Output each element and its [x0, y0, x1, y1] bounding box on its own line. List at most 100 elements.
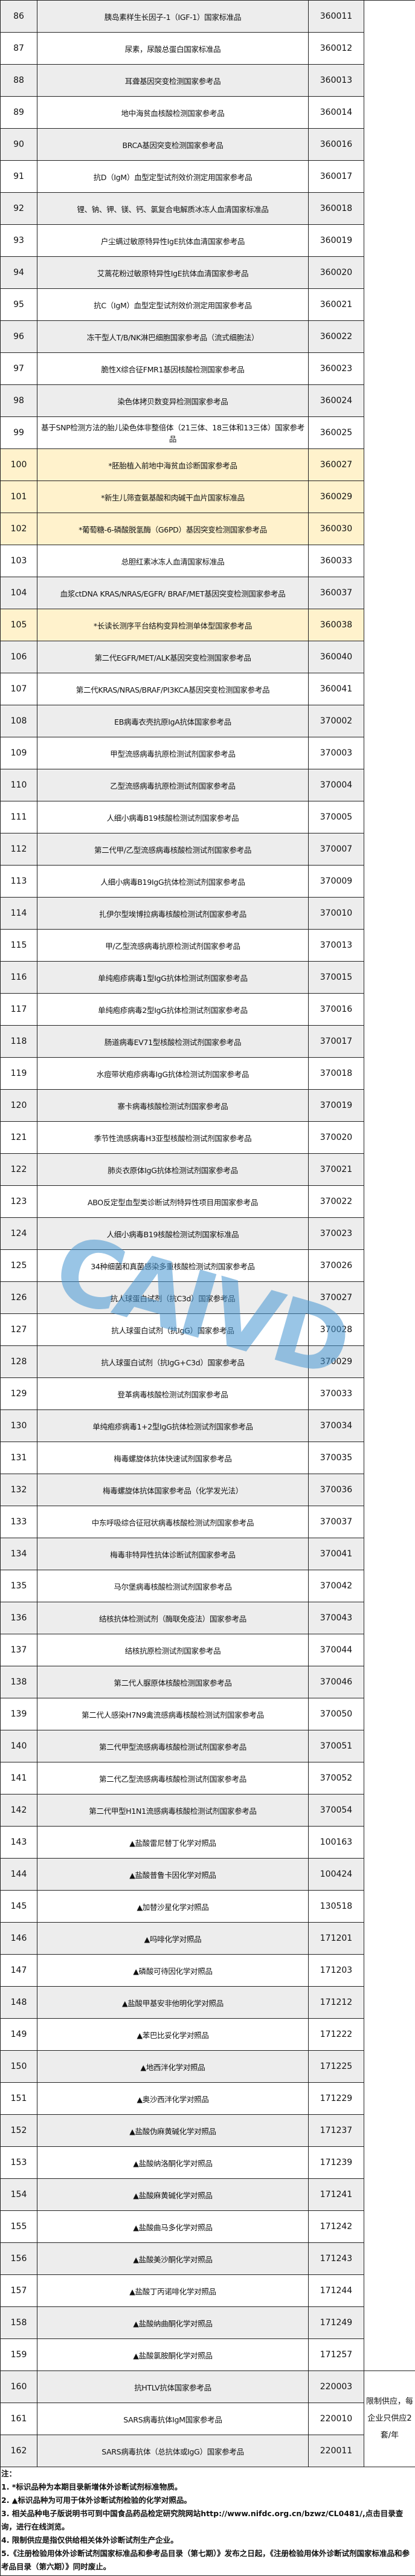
item-name: 34种细菌和真菌感染多重核酸检测试剂国家参考品 — [37, 1249, 309, 1282]
item-code: 360022 — [308, 320, 364, 353]
table-row: 95 抗C（IgM）血型定型试剂效价测定用国家参考品 360021 — [0, 288, 415, 321]
table-row: 161 SARS病毒抗体IgM国家参考品 220010 — [0, 2403, 415, 2435]
item-name: 第二代人感染H7N9禽流感病毒核酸检测试剂国家参考品 — [37, 1698, 309, 1730]
row-number: 127 — [0, 1313, 37, 1346]
item-code: 370037 — [308, 1506, 364, 1538]
table-row: 146 ▲吗啡化学对照品 171201 — [0, 1922, 415, 1955]
row-number: 133 — [0, 1506, 37, 1538]
item-code: 360020 — [308, 256, 364, 289]
item-name: 甲/乙型流感病毒抗原检测试剂国家参考品 — [37, 929, 309, 962]
row-number: 134 — [0, 1538, 37, 1570]
notes-section: 注： 1. *标识品种为本期目录新增体外诊断试剂标准物质。 2. ▲标识品种为可… — [0, 2467, 415, 2576]
item-code: 370015 — [308, 961, 364, 994]
table-row: 94 艾蒿花粉过敏原特异性IgE抗体血清国家参考品 360020 — [0, 256, 415, 289]
item-name: 第二代甲/乙型流感病毒核酸检测试剂国家参考品 — [37, 833, 309, 866]
item-name: 结核抗原检测试剂国家参考品 — [37, 1634, 309, 1666]
item-code: 370052 — [308, 1762, 364, 1794]
row-number: 98 — [0, 384, 37, 417]
item-code: 360019 — [308, 224, 364, 257]
item-code: 171249 — [308, 2306, 364, 2339]
item-code: 360018 — [308, 192, 364, 225]
table-row: 154 ▲盐酸麻黄碱化学对照品 171241 — [0, 2178, 415, 2211]
row-number: 118 — [0, 1025, 37, 1058]
reference-materials-table: 86 胰岛素样生长因子-1（IGF-1）国家标准品 360011 87 尿素，尿酸总蛋白… — [0, 0, 415, 2467]
row-number: 126 — [0, 1281, 37, 1314]
row-number: 147 — [0, 1954, 37, 1987]
table-row: 103 总胆红素冰冻人血清国家标准品 360033 — [0, 545, 415, 577]
row-number: 150 — [0, 2050, 37, 2083]
table-row: 123 ABO反定型血型类诊断试剂特异性项目用国家参考品 370022 — [0, 1185, 415, 1218]
item-code: 220003 — [308, 2371, 364, 2403]
row-number: 154 — [0, 2178, 37, 2211]
table-row: 120 寨卡病毒核酸检测试剂国家参考品 370019 — [0, 1089, 415, 1122]
item-name: 耳聋基因突变检测国家参考品 — [37, 64, 309, 97]
item-name: 抗HTLV抗体国家参考品 — [37, 2371, 309, 2403]
row-number: 138 — [0, 1666, 37, 1698]
row-number: 152 — [0, 2114, 37, 2147]
item-code: 171241 — [308, 2178, 364, 2211]
item-name: 第二代乙型流感病毒核酸检测试剂国家参考品 — [37, 1762, 309, 1794]
item-name: ▲地西泮化学对照品 — [37, 2050, 309, 2083]
row-number: 157 — [0, 2274, 37, 2307]
row-number: 137 — [0, 1634, 37, 1666]
item-name: SARS病毒抗体IgM国家参考品 — [37, 2403, 309, 2435]
row-number: 122 — [0, 1153, 37, 1186]
item-code: 370054 — [308, 1794, 364, 1827]
item-name: ▲盐酸伪麻黄碱化学对照品 — [37, 2114, 309, 2147]
item-name: 人细小病毒B19核酸检测试剂国家参考品 — [37, 801, 309, 833]
row-number: 94 — [0, 256, 37, 289]
item-name: 单纯疱疹病毒1+2型IgG抗体检测试剂国家参考品 — [37, 1409, 309, 1442]
item-name: 单纯疱疹病毒1型IgG抗体检测试剂国家参考品 — [37, 961, 309, 994]
item-name: 马尔堡病毒核酸检测试剂国家参考品 — [37, 1570, 309, 1602]
item-name: ▲磷酸可待因化学对照品 — [37, 1954, 309, 1987]
table-row: 151 ▲奥沙西泮化学对照品 171229 — [0, 2082, 415, 2115]
item-code: 370003 — [308, 737, 364, 769]
item-name: 第二代EGFR/MET/ALK基因突变检测国家参考品 — [37, 641, 309, 673]
table-row: 88 耳聋基因突变检测国家参考品 360013 — [0, 64, 415, 97]
table-row: 150 ▲地西泮化学对照品 171225 — [0, 2050, 415, 2083]
table-row: 127 抗人球蛋白试剂（抗IgG）国家参考品 370028 — [0, 1313, 415, 1346]
item-code: 370007 — [308, 833, 364, 866]
item-code: 360029 — [308, 481, 364, 513]
item-code: 370020 — [308, 1121, 364, 1154]
item-code: 360021 — [308, 288, 364, 321]
item-name: 抗C（IgM）血型定型试剂效价测定用国家参考品 — [37, 288, 309, 321]
item-name: 血浆ctDNA KRAS/NRAS/EGFR/ BRAF/MET基因突变检测国家… — [37, 577, 309, 609]
item-code: 360017 — [308, 160, 364, 193]
row-number: 90 — [0, 128, 37, 161]
item-name: *葡萄糖-6-磷酸脱氢酶（G6PD）基因突变检测国家参考品 — [37, 513, 309, 545]
item-code: 370035 — [308, 1442, 364, 1474]
item-name: 第二代甲型H1N1流感病毒核酸检测试剂国家参考品 — [37, 1794, 309, 1827]
item-name: ▲盐酸美沙酮化学对照品 — [37, 2242, 309, 2275]
item-code: 360023 — [308, 352, 364, 385]
row-number: 87 — [0, 32, 37, 65]
item-code: 171242 — [308, 2210, 364, 2243]
row-number: 108 — [0, 705, 37, 737]
item-name: ▲加替沙星化学对照品 — [37, 1890, 309, 1923]
table-row: 104 血浆ctDNA KRAS/NRAS/EGFR/ BRAF/MET基因突变检… — [0, 577, 415, 609]
item-code: 100424 — [308, 1858, 364, 1891]
item-name: 尿素，尿酸总蛋白国家标准品 — [37, 32, 309, 65]
table-row: 143 ▲盐酸雷尼替丁化学对照品 100163 — [0, 1826, 415, 1859]
item-code: 171212 — [308, 1986, 364, 2019]
item-name: 扎伊尔型埃博拉病毒核酸检测试剂国家参考品 — [37, 897, 309, 930]
table-row: 89 地中海贫血核酸检测国家参考品 360014 — [0, 96, 415, 129]
table-row: 91 抗D（IgM）血型定型试剂效价测定用国家参考品 360017 — [0, 160, 415, 193]
table-row: 93 户尘螨过敏原特异性IgE抗体血清国家参考品 360019 — [0, 224, 415, 257]
table-row: 115 甲/乙型流感病毒抗原检测试剂国家参考品 370013 — [0, 929, 415, 962]
item-code: 171222 — [308, 2018, 364, 2051]
table-row: 141 第二代乙型流感病毒核酸检测试剂国家参考品 370052 — [0, 1762, 415, 1794]
row-number: 155 — [0, 2210, 37, 2243]
item-code: 360014 — [308, 96, 364, 129]
item-name: *长读长测序平台结构变异检测单体型国家参考品 — [37, 609, 309, 641]
row-number: 161 — [0, 2403, 37, 2435]
table-row: 111 人细小病毒B19核酸检测试剂国家参考品 370005 — [0, 801, 415, 833]
item-code: 370022 — [308, 1185, 364, 1218]
item-name: 第二代甲型流感病毒核酸检测试剂国家参考品 — [37, 1730, 309, 1762]
item-name: 艾蒿花粉过敏原特异性IgE抗体血清国家参考品 — [37, 256, 309, 289]
item-code: 360011 — [308, 0, 364, 33]
item-name: 水痘带状疱疹病毒IgG抗体检测试剂国家参考品 — [37, 1057, 309, 1090]
table-row: 128 抗人球蛋白试剂（抗IgG+C3d）国家参考品 370029 — [0, 1345, 415, 1378]
item-code: 370019 — [308, 1089, 364, 1122]
item-name: 梅毒非特异性抗体诊断试剂国家参考品 — [37, 1538, 309, 1570]
